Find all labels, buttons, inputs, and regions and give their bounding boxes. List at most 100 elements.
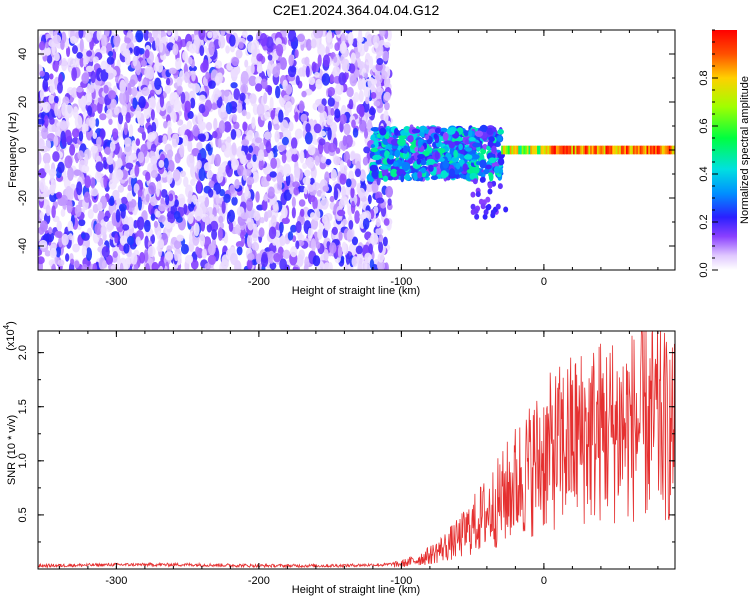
heatmap-carrier-cell [523,145,526,155]
heatmap-noise-cell [230,68,239,78]
heatmap-noise-cell [210,103,219,110]
heatmap-noise-cell [321,98,327,107]
heatmap-signal-cell [458,143,463,151]
heatmap-noise-cell [306,156,315,169]
heatmap-noise-cell [218,120,226,134]
heatmap-noise-cell [303,264,309,270]
heatmap-noise-cell [38,130,42,138]
heatmap-carrier-cell [583,145,586,155]
heatmap-noise-cell [289,186,295,195]
heatmap-noise-cell [322,185,330,192]
heatmap-signal-cell [493,165,500,174]
heatmap-noise-cell [188,65,197,72]
heatmap-noise-cell [182,134,189,147]
heatmap-carrier-cell [574,145,577,155]
heatmap-carrier-cell [586,145,589,155]
heatmap-noise-cell [339,159,345,174]
heatmap-noise-cell [88,84,95,94]
heatmap-carrier-cell [578,145,581,155]
heatmap-noise-cell [348,63,356,74]
heatmap-noise-cell [375,217,381,228]
heatmap-carrier-cell [571,145,574,155]
heatmap-noise-cell [347,31,354,46]
heatmap-noise-cell [369,232,379,246]
heatmap-carrier-cell [600,145,603,155]
heatmap-noise-cell [189,97,196,109]
heatmap-noise-cell [97,201,103,210]
heatmap-carrier-cell [615,145,618,155]
heatmap-noise-cell [205,143,212,152]
heatmap-noise-cell [283,94,291,102]
heatmap-carrier-cell [598,145,601,155]
heatmap-signal-cell [426,158,436,166]
heatmap-noise-cell [113,107,120,116]
heatmap-noise-cell [95,118,100,127]
heatmap-noise-cell [112,189,120,201]
heatmap-noise-cell [267,85,273,96]
heatmap-signal-cell [455,137,464,142]
heatmap-carrier-cell [595,145,598,155]
heatmap-noise-cell [223,89,230,97]
heatmap-carrier-cell [564,145,567,155]
heatmap-noise-cell [99,113,107,121]
heatmap-noise-cell [310,38,317,49]
heatmap-noise-cell [320,191,326,200]
heatmap-noise-cell [76,86,84,93]
heatmap-signal-cell [497,129,504,135]
heatmap-noise-cell [327,97,335,107]
heatmap-carrier-cell [612,145,615,155]
heatmap-noise-cell [214,153,221,167]
heatmap-noise-cell [321,73,331,86]
heatmap-noise-cell [354,168,361,178]
heatmap-noise-cell [314,71,320,78]
heatmap-carrier-cell [514,145,518,155]
heatmap-noise-cell [249,93,257,104]
heatmap-noise-cell [194,30,199,37]
heatmap-noise-cell [263,92,268,105]
heatmap-noise-cell [358,90,364,103]
snr-x-ticks: -300 -200 -100 0 [58,331,659,587]
heatmap-carrier-cell [660,145,663,155]
heatmap-noise-cell [38,138,45,151]
heatmap-carrier-cell [535,145,538,155]
heatmap-noise-cell [339,113,347,125]
heatmap-noise-cell [217,137,222,149]
heatmap-noise-cell [334,95,341,102]
chart-title: C2E1.2024.364.04.04.G12 [273,2,440,18]
heatmap-noise-cell [90,177,96,189]
heatmap-noise-cell [361,77,366,91]
heatmap-noise-cell [38,118,45,125]
heatmap-noise-cell [207,243,216,256]
heatmap-noise-cell [151,261,159,270]
heatmap-carrier-cell [572,145,576,155]
heatmap-noise-cell [362,156,369,166]
heatmap-carrier-cell [562,145,565,155]
heatmap-noise-cell [44,48,51,56]
heatmap-noise-cell [100,69,109,82]
heatmap-noise-cell [103,174,108,189]
heatmap-carrier-cell [655,145,658,155]
heatmap-noise-cell [57,81,63,94]
heatmap-noise-cell [320,197,329,210]
heatmap-carrier-cell [651,145,654,155]
heatmap-noise-cell [327,127,332,141]
heatmap-carrier-cell [528,145,531,155]
heatmap-noise-cell [137,151,145,164]
heatmap-noise-cell [206,170,213,179]
heatmap-signal-cell [384,134,390,140]
heatmap-noise-cell [194,207,203,222]
heatmap-noise-cell [373,42,379,49]
heatmap-noise-cell [215,76,220,84]
heatmap-carrier-cell [620,145,624,155]
heatmap-noise-cell [186,120,193,130]
heatmap-carrier-cell [596,145,600,155]
heatmap-noise-cell [187,110,194,120]
heatmap-signal-cell [465,147,473,152]
heatmap-noise-cell [125,162,134,169]
heatmap-noise-cell [178,144,185,158]
heatmap-noise-cell [130,252,138,265]
heatmap-noise-cell [363,41,369,53]
heatmap-spur-cell [478,198,484,205]
heatmap-noise-cell [231,196,238,206]
heatmap-noise-cell [149,196,158,207]
